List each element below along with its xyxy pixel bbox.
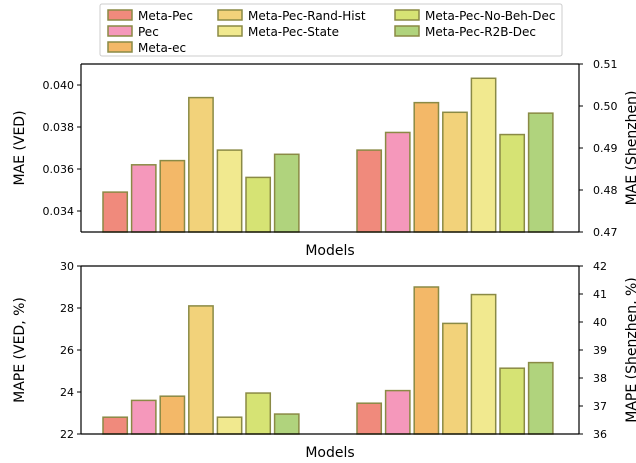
bar-meta-pec [102,191,129,233]
mae-plot: 0.034 0.036 0.038 0.040 0.47 0.48 0.49 0.50 0.51 [43,58,618,239]
bar-meta-ec [413,101,440,233]
legend-label: Meta-Pec-R2B-Dec [425,25,536,39]
bar-meta-pec-no-beh-dec [499,133,526,233]
left-tick-label: 0.040 [43,79,75,92]
left-tick-label: 0.036 [43,163,75,176]
bar-meta-pec-no-beh-dec [499,367,526,435]
bar-meta-pec [102,416,129,435]
bar-meta-pec-state [216,149,243,233]
left-tick-label: 28 [60,302,74,315]
right-tick-label: 38 [593,372,607,385]
bar-pec [130,399,157,435]
mape-left-axis-title: MAPE (VED, %) [12,297,28,403]
bar-meta-pec-no-beh-dec [245,392,272,435]
left-tick-label: 22 [60,428,74,441]
bar-meta-pec-state [470,293,497,435]
legend-swatch [217,25,243,37]
right-tick-label: 0.47 [593,226,618,239]
legend-swatch [107,25,133,37]
right-tick-label: 0.49 [593,142,618,155]
right-tick-label: 39 [593,344,607,357]
bar-meta-pec [356,149,383,233]
legend-label: Pec [138,25,159,39]
bar-meta-pec-rand-hist [188,96,214,233]
bar-meta-pec-rand-hist [188,305,214,435]
left-tick-label: 26 [60,344,74,357]
bar-meta-pec-r2b-dec [527,361,554,435]
legend-label: Meta-Pec-Rand-Hist [248,9,366,23]
legend-label: Meta-Pec [138,9,193,23]
mae-x-axis-title: Models [305,243,354,259]
bar-meta-pec-r2b-dec [527,112,554,233]
legend: Meta-Pec Pec Meta-ec Meta-Pec-Rand-Hist Meta… [99,3,563,57]
legend-label: Meta-Pec-No-Beh-Dec [425,9,555,23]
right-tick-label: 0.50 [593,100,618,113]
right-tick-label: 36 [593,428,607,441]
bar-pec [130,164,157,233]
bar-meta-pec-rand-hist [442,111,468,233]
mape-plot: 22 24 26 28 30 36 37 38 39 40 41 42 [60,260,607,441]
left-tick-label: 24 [60,386,74,399]
left-tick-label: 0.034 [43,205,75,218]
mae-panel: Models MAE (VED) MAE (Shenzhen) [12,91,636,259]
bar-meta-pec-r2b-dec [273,153,300,233]
legend-label: Meta-Pec-State [248,25,339,39]
right-tick-label: 42 [593,260,607,273]
legend-swatch [394,25,420,37]
legend-swatch [394,9,420,21]
bar-meta-ec [159,159,186,233]
mae-left-axis-title: MAE (VED) [12,110,28,185]
bar-pec [384,131,411,233]
bar-meta-pec-state [470,77,497,233]
bar-meta-pec [356,402,383,435]
mape-x-axis-title: Models [305,445,354,461]
mape-panel: Models MAPE (VED, %) MAPE (Shenzhen, %) [12,277,636,461]
left-tick-label: 30 [60,260,74,273]
right-tick-label: 0.51 [593,58,618,71]
bar-meta-pec-r2b-dec [273,413,300,435]
legend-swatch [217,9,243,21]
right-tick-label: 40 [593,316,607,329]
mae-right-axis-title: MAE (Shenzhen) [624,91,636,206]
legend-label: Meta-ec [138,41,186,55]
bar-meta-pec-rand-hist [442,322,468,435]
bar-meta-pec-no-beh-dec [245,176,272,233]
right-tick-label: 41 [593,288,607,301]
left-tick-label: 0.038 [43,121,75,134]
mape-right-axis-title: MAPE (Shenzhen, %) [624,277,636,422]
right-tick-label: 37 [593,400,607,413]
bar-meta-ec [413,286,440,435]
right-tick-label: 0.48 [593,184,618,197]
legend-swatch [107,9,133,21]
bar-pec [384,389,411,435]
legend-swatch [107,41,133,53]
bar-meta-pec-state [216,416,243,435]
bar-meta-ec [159,395,186,435]
